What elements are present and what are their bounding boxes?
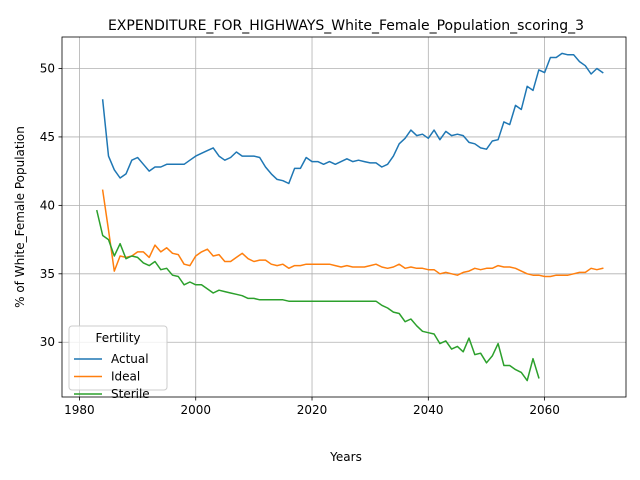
legend-box: [68, 325, 168, 391]
x-tick-label: 2060: [529, 403, 560, 417]
legend-title: Fertility: [95, 331, 140, 345]
axes-frame: [61, 36, 627, 398]
legend-entries: Actual Ideal Sterile: [74, 352, 150, 401]
y-axis-ticks: 30 35 40 45 50: [40, 61, 62, 349]
y-tick-label: 40: [40, 198, 55, 212]
legend-entry-ideal-label: Ideal: [111, 370, 140, 384]
y-tick-label: 50: [40, 61, 55, 75]
x-tick-label: 2020: [297, 403, 328, 417]
y-axis-label: % of White_Female Population: [13, 126, 27, 308]
chart-title: EXPENDITURE_FOR_HIGHWAYS_White_Female_Po…: [108, 18, 584, 34]
legend-entry-actual-label: Actual: [111, 352, 149, 366]
legend: Fertility Actual Ideal Sterile: [68, 325, 168, 401]
series-line-sterile: [95, 209, 540, 382]
y-tick-label: 35: [40, 267, 55, 281]
legend-entry-actual: Actual: [74, 352, 149, 366]
x-axis-ticks: 1980 2000 2020 2040 2060: [64, 397, 560, 417]
series-line-ideal: [101, 189, 604, 278]
legend-entry-ideal: Ideal: [74, 370, 140, 384]
x-axis-label: Years: [329, 450, 362, 464]
series-group: [95, 52, 604, 382]
x-tick-label: 2040: [413, 403, 444, 417]
y-tick-label: 30: [40, 335, 55, 349]
series-line-actual: [101, 52, 604, 185]
x-tick-label: 1980: [64, 403, 95, 417]
legend-entry-sterile: Sterile: [74, 387, 150, 401]
legend-entry-sterile-label: Sterile: [111, 387, 150, 401]
y-tick-label: 45: [40, 130, 55, 144]
x-tick-label: 2000: [180, 403, 211, 417]
